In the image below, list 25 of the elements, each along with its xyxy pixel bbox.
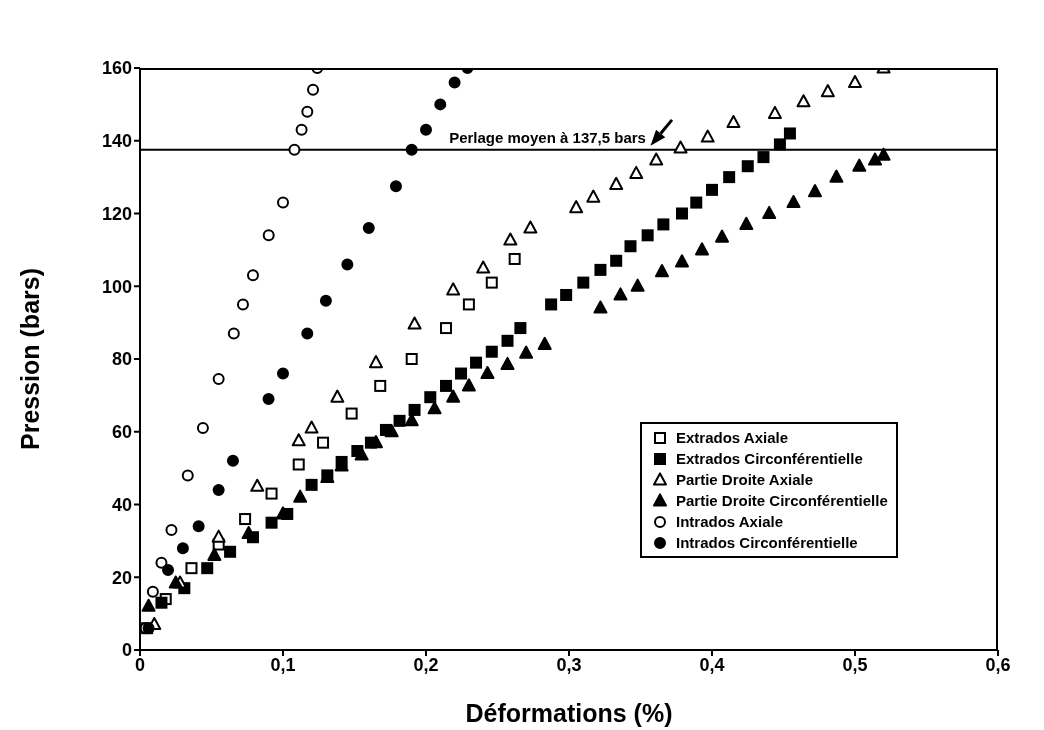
legend-label: Partie Droite Axiale	[676, 471, 813, 488]
x-axis-title: Déformations (%)	[465, 699, 673, 727]
legend-label: Intrados Circonférentielle	[676, 534, 858, 551]
x-tick-label: 0,6	[985, 654, 1011, 675]
y-tick-label: 100	[101, 276, 132, 297]
y-tick-label: 160	[101, 58, 132, 79]
ref-line-label: Perlage moyen à 137,5 bars	[449, 128, 646, 146]
x-tick-label: 0,2	[413, 654, 439, 675]
y-tick-label: 0	[121, 640, 132, 661]
legend-label: Extrados Circonférentielle	[676, 450, 863, 467]
x-tick-label: 0,5	[842, 654, 868, 675]
x-tick-label: 0	[134, 654, 146, 675]
y-tick-label: 40	[111, 494, 132, 515]
y-tick-label: 80	[111, 349, 132, 370]
y-tick-label: 60	[111, 422, 132, 443]
x-tick-label: 0,4	[699, 654, 725, 675]
x-tick-label: 0,3	[556, 654, 582, 675]
legend-label: Intrados Axiale	[676, 513, 783, 530]
y-tick-label: 20	[111, 567, 132, 588]
y-tick-label: 120	[101, 203, 132, 224]
x-tick-label: 0,1	[270, 654, 296, 675]
legend-label: Extrados Axiale	[676, 429, 788, 446]
legend-label: Partie Droite Circonférentielle	[676, 492, 888, 509]
y-tick-label: 140	[101, 131, 132, 152]
y-axis-title: Pression (bars)	[15, 267, 44, 451]
